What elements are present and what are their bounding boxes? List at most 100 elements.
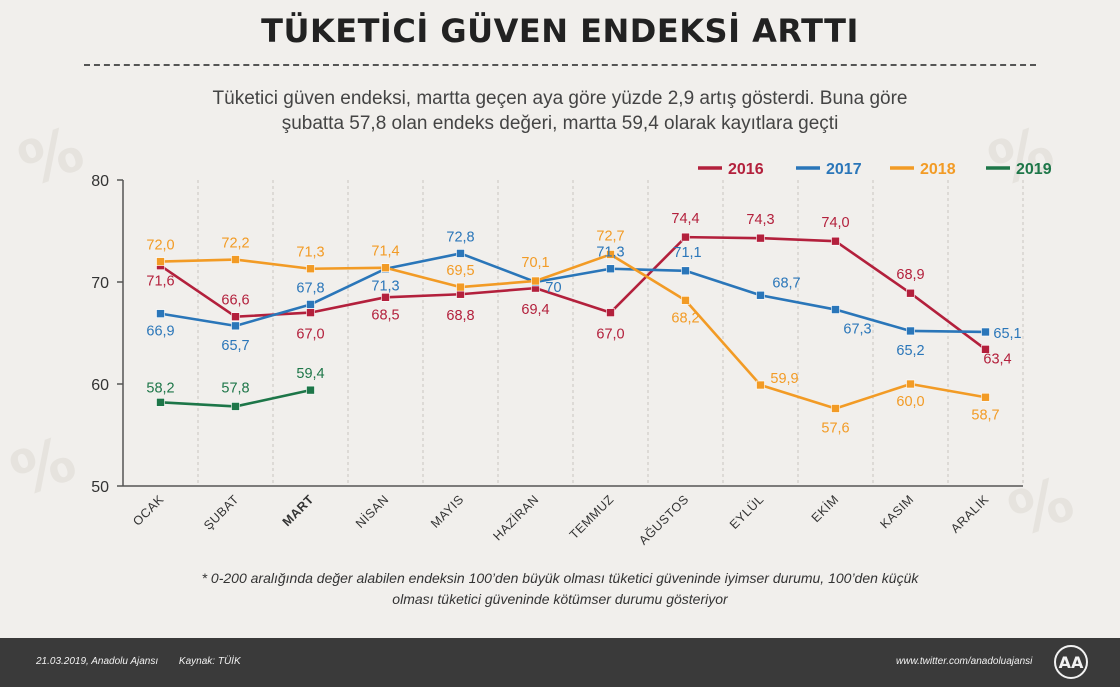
data-point-2018-aralik bbox=[981, 392, 990, 402]
data-label-2019-mart: 59,4 bbox=[296, 366, 324, 382]
data-label-2016-ağustos: 74,4 bbox=[671, 211, 699, 227]
data-label-2016-hazi̇ran: 69,4 bbox=[521, 302, 549, 318]
footer-credits: 21.03.2019, Anadolu Ajansı Kaynak: TÜİK bbox=[36, 656, 259, 667]
data-label-2019-şubat: 57,8 bbox=[221, 380, 249, 396]
data-label-2018-eki̇m: 57,6 bbox=[821, 420, 849, 436]
data-point-2016-kasim bbox=[906, 288, 915, 298]
page-title: TÜKETİCİ GÜVEN ENDEKSİ ARTTI bbox=[261, 12, 859, 50]
x-tick-label-eylül: EYLÜL bbox=[727, 492, 767, 532]
data-label-2018-ağustos: 68,2 bbox=[671, 310, 699, 326]
data-label-2016-eylül: 74,3 bbox=[746, 212, 774, 228]
data-label-2016-kasim: 68,9 bbox=[896, 267, 924, 283]
data-label-2017-ni̇san: 71,3 bbox=[371, 279, 399, 295]
data-point-2016-mart bbox=[306, 308, 315, 317]
subtitle-line-1: Tüketici güven endeksi, martta geçen aya… bbox=[212, 88, 908, 109]
data-point-2017-temmuz bbox=[606, 264, 615, 274]
data-label-2016-şubat: 66,6 bbox=[221, 293, 249, 309]
footnote: * 0-200 aralığında değer alabilen endeks… bbox=[100, 568, 1020, 610]
data-label-2017-mayis: 72,8 bbox=[446, 229, 474, 245]
x-tick-label-temmuz: TEMMUZ bbox=[567, 492, 617, 542]
data-point-2018-ocak bbox=[156, 257, 165, 266]
data-point-2017-eki̇m bbox=[831, 305, 840, 314]
data-label-2017-temmuz: 71,3 bbox=[596, 245, 624, 261]
legend-label-2016: 2016 bbox=[728, 161, 764, 178]
data-label-2018-aralik: 58,7 bbox=[971, 407, 999, 423]
y-tick-label: 70 bbox=[91, 275, 109, 292]
aa-logo-icon: AA bbox=[1054, 645, 1088, 679]
data-point-2016-ni̇san bbox=[381, 292, 390, 302]
data-label-2018-eylül: 59,9 bbox=[770, 371, 798, 387]
data-label-2016-aralik: 63,4 bbox=[983, 351, 1011, 367]
data-label-2017-eylül: 68,7 bbox=[772, 275, 800, 291]
data-label-2017-ağustos: 71,1 bbox=[673, 245, 701, 261]
data-point-2019-ocak bbox=[156, 398, 165, 407]
data-point-2018-temmuz bbox=[606, 250, 615, 259]
data-point-2017-şubat bbox=[231, 321, 240, 331]
y-tick-label: 80 bbox=[91, 173, 109, 190]
footer-source: Kaynak: TÜİK bbox=[178, 656, 241, 667]
data-label-2018-mart: 71,3 bbox=[296, 245, 324, 261]
data-point-2018-şubat bbox=[231, 255, 240, 264]
data-point-2016-ağustos bbox=[681, 232, 690, 242]
footer-bar: 21.03.2019, Anadolu Ajansı Kaynak: TÜİK … bbox=[0, 638, 1120, 687]
x-tick-label-ağustos: AĞUSTOS bbox=[635, 492, 691, 548]
footnote-line-1: * 0-200 aralığında değer alabilen endeks… bbox=[201, 570, 919, 586]
data-label-2017-aralik: 65,1 bbox=[993, 326, 1021, 342]
data-point-2017-kasim bbox=[906, 326, 915, 336]
data-point-2019-şubat bbox=[231, 402, 240, 411]
data-label-2016-eki̇m: 74,0 bbox=[821, 215, 849, 231]
data-point-2018-eki̇m bbox=[831, 404, 840, 413]
series-line-2016 bbox=[159, 235, 987, 351]
data-point-2018-kasim bbox=[906, 379, 915, 389]
data-point-2017-eylül bbox=[756, 290, 765, 300]
subtitle: Tüketici güven endeksi, martta geçen aya… bbox=[120, 86, 1000, 136]
legend-label-2019: 2019 bbox=[1016, 161, 1052, 178]
x-tick-label-ocak: OCAK bbox=[130, 492, 166, 528]
y-tick-label: 50 bbox=[91, 479, 109, 496]
data-point-2017-aralik bbox=[981, 327, 990, 337]
data-label-2018-temmuz: 72,7 bbox=[596, 228, 624, 244]
footnote-line-2: olması tüketici güveninde kötümser durum… bbox=[392, 591, 728, 607]
data-point-2018-hazi̇ran bbox=[531, 276, 540, 286]
data-label-2016-ocak: 71,6 bbox=[146, 274, 174, 290]
data-point-2017-ocak bbox=[156, 309, 165, 318]
footer-twitter-link[interactable]: www.twitter.com/anadoluajansi bbox=[896, 656, 1033, 667]
x-tick-label-eki̇m: EKİM bbox=[809, 492, 842, 525]
data-label-2018-kasim: 60,0 bbox=[896, 394, 924, 410]
data-label-2019-ocak: 58,2 bbox=[146, 380, 174, 396]
data-label-2017-kasim: 65,2 bbox=[896, 343, 924, 359]
data-label-2016-ni̇san: 68,5 bbox=[371, 307, 399, 323]
x-tick-label-mayis: MAYIS bbox=[428, 492, 467, 531]
x-tick-label-ni̇san: NİSAN bbox=[353, 492, 392, 531]
data-point-2016-aralik bbox=[981, 345, 990, 354]
data-point-2016-şubat bbox=[231, 312, 240, 321]
footer-date-agency: 21.03.2019, Anadolu Ajansı bbox=[36, 656, 159, 667]
x-tick-label-mart: MART bbox=[280, 492, 317, 529]
data-point-2017-mart bbox=[306, 300, 315, 309]
title-divider bbox=[84, 64, 1036, 66]
aa-logo-text: AA bbox=[1059, 653, 1084, 672]
data-label-2018-ocak: 72,0 bbox=[146, 238, 174, 254]
data-point-2018-ni̇san bbox=[381, 263, 390, 273]
data-point-2018-mayis bbox=[456, 282, 465, 292]
x-tick-label-kasim: KASIM bbox=[877, 492, 916, 531]
line-chart: 50 60 70 80 OCAK ŞUBAT MART NİSAN MAYIS HAZİRAN TE… bbox=[91, 161, 1052, 548]
data-label-2018-hazi̇ran: 70,1 bbox=[521, 255, 549, 271]
data-point-2017-mayis bbox=[456, 249, 465, 258]
data-label-2018-ni̇san: 71,4 bbox=[371, 244, 399, 260]
data-label-2017-hazi̇ran: 70 bbox=[545, 280, 561, 296]
legend-label-2017: 2017 bbox=[826, 161, 862, 178]
y-tick-label: 60 bbox=[91, 377, 109, 394]
data-label-2017-mart: 67,8 bbox=[296, 280, 324, 296]
x-tick-label-hazi̇ran: HAZİRAN bbox=[490, 492, 541, 543]
data-label-2018-mayis: 69,5 bbox=[446, 263, 474, 279]
data-label-2017-şubat: 65,7 bbox=[221, 338, 249, 354]
data-point-2016-eylül bbox=[756, 233, 765, 243]
data-label-2016-mayis: 68,8 bbox=[446, 308, 474, 324]
data-label-2017-ocak: 66,9 bbox=[146, 324, 174, 340]
data-label-2016-mart: 67,0 bbox=[296, 327, 324, 343]
data-point-2018-mart bbox=[306, 264, 315, 274]
data-point-2017-ağustos bbox=[681, 266, 690, 276]
data-point-2019-mart bbox=[306, 385, 315, 395]
data-label-2017-eki̇m: 67,3 bbox=[843, 322, 871, 338]
